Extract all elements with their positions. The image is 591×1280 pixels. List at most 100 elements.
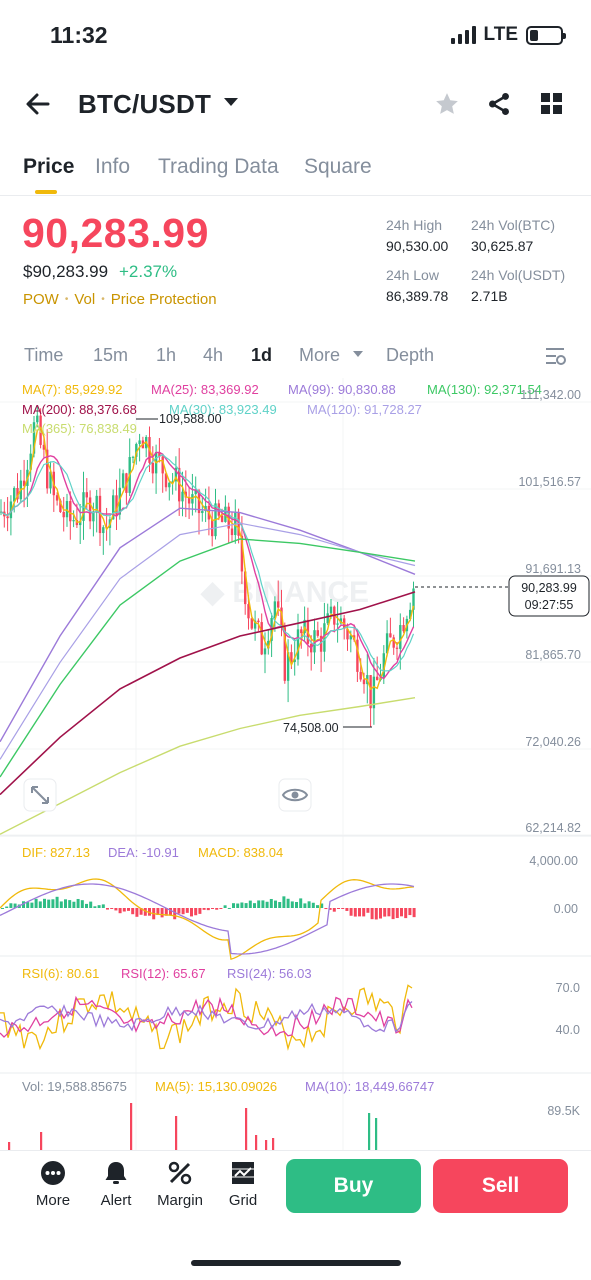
share-icon[interactable] [486, 91, 512, 122]
chart-settings-icon[interactable] [544, 346, 568, 371]
macd-bar [131, 908, 135, 915]
macd-bar [114, 908, 118, 911]
candle-body [376, 676, 379, 681]
macd-bar [353, 908, 357, 917]
ma25-line [0, 451, 415, 680]
sell-button[interactable]: Sell [433, 1159, 568, 1213]
macd-bar [366, 908, 370, 913]
nav-more[interactable]: More [23, 1160, 83, 1209]
macd-bar [143, 908, 147, 916]
candle-body [240, 535, 244, 572]
macd-bar [135, 908, 139, 917]
chevron-down-icon[interactable] [224, 98, 238, 106]
candle-body [42, 444, 46, 450]
vol-label: Vol: 19,588.85675 [22, 1079, 127, 1094]
macd-bar [299, 898, 303, 908]
rsi12-label: RSI(12): 65.67 [121, 966, 206, 981]
nav-margin[interactable]: Margin [150, 1160, 210, 1209]
candle-body [164, 473, 168, 488]
ma30-line [0, 453, 415, 672]
candle-body [211, 519, 214, 537]
tag-vol[interactable]: Vol [74, 291, 96, 308]
macd-bar [265, 901, 269, 908]
volume-bar [255, 1135, 258, 1150]
macd-bar [51, 899, 55, 908]
macd-bar [177, 908, 181, 914]
tab-price[interactable]: Price [23, 155, 75, 178]
macd-dif-line [0, 878, 415, 961]
candle-body [204, 505, 207, 511]
candle-body [399, 625, 402, 649]
candle-body [201, 510, 204, 514]
macd-bar [257, 900, 261, 908]
stat-low-label: 24h Low [386, 267, 439, 283]
candle-body [316, 630, 319, 636]
macd-bar [261, 900, 265, 908]
macd-bar [85, 903, 88, 908]
nav-margin-label: Margin [157, 1192, 203, 1209]
pair-title[interactable]: BTC/USDT [78, 89, 212, 119]
tag-price-protection[interactable]: Price Protection [110, 291, 217, 308]
candle-body [102, 527, 105, 534]
candle-body [36, 415, 39, 423]
tf-15m[interactable]: 15m [93, 345, 129, 365]
tf-more[interactable]: More [299, 345, 341, 365]
macd-bar [341, 908, 345, 909]
candle-body [178, 467, 181, 502]
grid-icon[interactable] [541, 93, 563, 120]
candle-body [92, 511, 95, 522]
macd-bar [106, 908, 109, 910]
candle-body [369, 675, 372, 709]
macd-bar [55, 896, 59, 908]
macd-bar [328, 908, 332, 910]
candle-body [85, 492, 88, 498]
tab-trading-data[interactable]: Trading Data [158, 155, 279, 178]
candle-body [409, 609, 412, 619]
macd-bar [47, 899, 51, 908]
macd-bar [278, 902, 282, 908]
candle-body [55, 495, 59, 501]
macd-bar [332, 908, 336, 912]
candle-body [151, 462, 154, 474]
candle-body [395, 647, 399, 649]
tab-square[interactable]: Square [304, 155, 372, 178]
buy-button[interactable]: Buy [286, 1159, 421, 1213]
divider [0, 195, 591, 196]
kline-chart[interactable]: ◆ BINANCE MA(7): 85,929.92 MA(25): 83,36… [0, 378, 591, 1150]
macd-bar [26, 902, 30, 908]
kline-chart-svg[interactable]: ◆ BINANCE MA(7): 85,929.92 MA(25): 83,36… [0, 378, 591, 1150]
star-icon[interactable] [434, 91, 460, 122]
ma200-label: MA(200): 88,376.68 [22, 402, 137, 417]
tf-time[interactable]: Time [24, 345, 64, 365]
tf-4h[interactable]: 4h [203, 345, 224, 365]
tf-1h[interactable]: 1h [156, 345, 177, 365]
candle-body [339, 618, 343, 624]
rsi-y-tick: 40.0 [556, 1023, 580, 1037]
nav-alert[interactable]: Alert [86, 1160, 146, 1209]
macd-bar [408, 908, 412, 916]
nav-grid[interactable]: Grid [213, 1160, 273, 1209]
tf-1d[interactable]: 1d [251, 345, 273, 365]
macd-bar [118, 908, 122, 914]
rsi12-line [0, 995, 413, 1038]
countdown-label: 09:27:55 [525, 598, 574, 612]
volume-bar [272, 1138, 275, 1150]
macd-bar [211, 908, 214, 909]
network-label: LTE [483, 24, 518, 45]
expand-icon[interactable] [23, 778, 57, 812]
macd-bar [379, 908, 382, 919]
eye-icon[interactable] [278, 778, 312, 812]
y-tick: 81,865.70 [525, 648, 581, 662]
back-arrow-icon[interactable] [22, 88, 54, 120]
tab-info[interactable]: Info [95, 155, 131, 178]
stat-high-label: 24h High [386, 217, 443, 233]
volume-bar [40, 1132, 43, 1150]
status-indicators: LTE [450, 24, 566, 46]
candle-body [290, 652, 293, 662]
candle-body [49, 471, 52, 489]
y-tick: 91,691.13 [525, 562, 581, 576]
tag-pow[interactable]: POW [23, 291, 59, 308]
tf-depth[interactable]: Depth [386, 345, 435, 365]
candle-body [22, 480, 26, 486]
chevron-down-icon[interactable] [353, 351, 363, 357]
